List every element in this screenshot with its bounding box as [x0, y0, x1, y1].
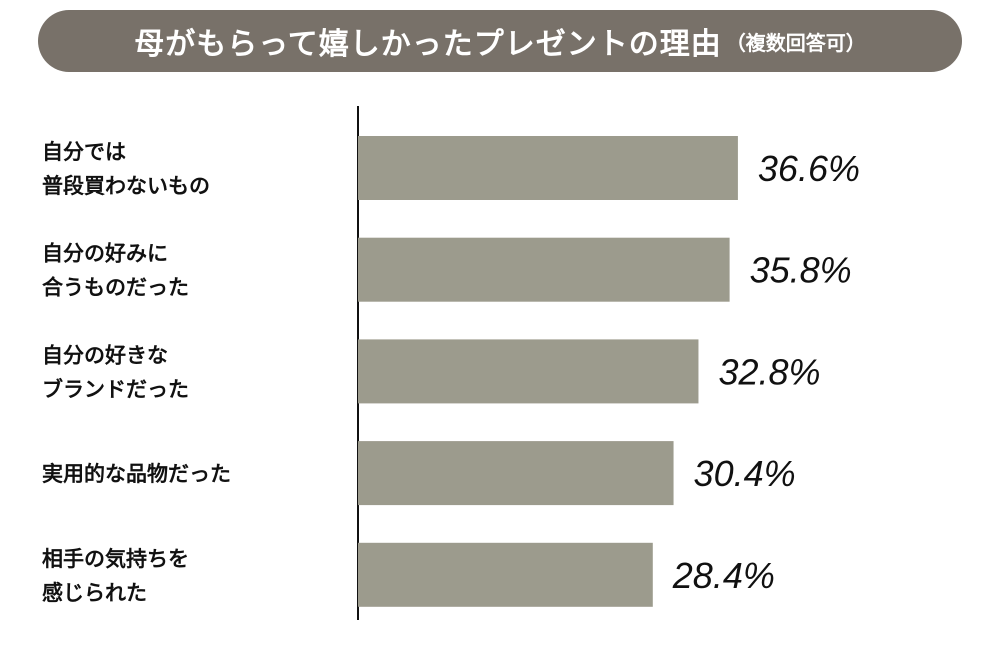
category-label: 感じられた: [42, 581, 147, 605]
category-label: 普段買わないもの: [42, 174, 210, 198]
value-label: 32.8%: [718, 351, 820, 392]
category-label: 自分の好きな: [42, 343, 168, 367]
value-label: 28.4%: [672, 555, 775, 596]
bar: [358, 237, 730, 302]
chart-subtitle: （複数回答可）: [725, 30, 866, 55]
bar: [358, 441, 674, 506]
category-label: 自分の好みに: [42, 242, 168, 266]
category-label: ブランドだった: [42, 377, 189, 401]
category-label: 相手の気持ちを: [42, 547, 189, 571]
value-label: 30.4%: [694, 453, 796, 494]
category-label: 合うものだった: [42, 276, 189, 300]
value-label: 36.6%: [758, 148, 860, 189]
value-label: 35.8%: [750, 250, 852, 291]
category-label: 自分では: [42, 140, 126, 164]
bar: [358, 542, 653, 607]
chart-title: 母がもらって嬉しかったプレゼントの理由: [134, 27, 722, 62]
title-banner: 母がもらって嬉しかったプレゼントの理由 （複数回答可）: [38, 10, 962, 72]
bar: [358, 339, 699, 404]
bar: [358, 136, 738, 200]
category-label: 実用的な品物だった: [42, 462, 231, 486]
